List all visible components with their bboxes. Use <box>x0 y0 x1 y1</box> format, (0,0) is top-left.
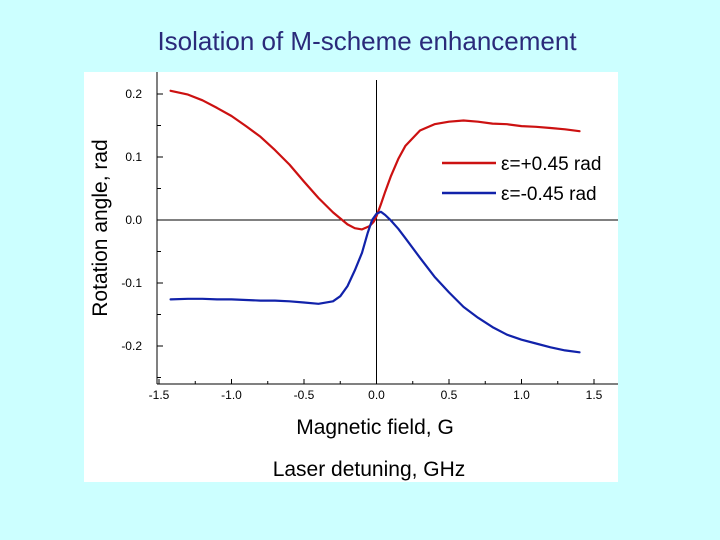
y-axis-title: Rotation angle, rad <box>89 139 112 316</box>
x-tick-label: -0.5 <box>294 388 315 402</box>
x-axis-secondary-title: Laser detuning, GHz <box>273 458 466 481</box>
plot-frame <box>157 72 618 384</box>
legend-label-negative: ε=-0.45 rad <box>501 184 597 205</box>
y-tick-label: 0.2 <box>125 87 142 101</box>
x-tick-label: 0.0 <box>368 388 385 402</box>
y-tick-label: -0.2 <box>121 339 142 353</box>
series-line-negative <box>169 210 581 354</box>
x-tick-label: -1.5 <box>149 388 170 402</box>
y-tick-label: -0.1 <box>121 276 142 290</box>
y-tick-label: 0.1 <box>125 150 142 164</box>
rotation-angle-chart: -1.5 -1.0 -0.5 0.0 0.5 1.0 1.5 0.2 0.1 0.0 -0.1 -0.… <box>89 72 618 481</box>
x-tick-label: 1.0 <box>513 388 530 402</box>
x-tick-label: 0.5 <box>441 388 458 402</box>
chart-figure: -1.5 -1.0 -0.5 0.0 0.5 1.0 1.5 0.2 0.1 0.0 -0.1 -0.… <box>84 72 618 482</box>
series-line-positive <box>169 89 581 231</box>
y-tick-label: 0.0 <box>125 213 142 227</box>
legend-label-positive: ε=+0.45 rad <box>501 154 601 175</box>
x-tick-label: 1.5 <box>586 388 603 402</box>
x-tick-label: -1.0 <box>221 388 242 402</box>
x-axis-title: Magnetic field, G <box>296 416 454 439</box>
slide-title: Isolation of M-scheme enhancement <box>157 26 577 56</box>
